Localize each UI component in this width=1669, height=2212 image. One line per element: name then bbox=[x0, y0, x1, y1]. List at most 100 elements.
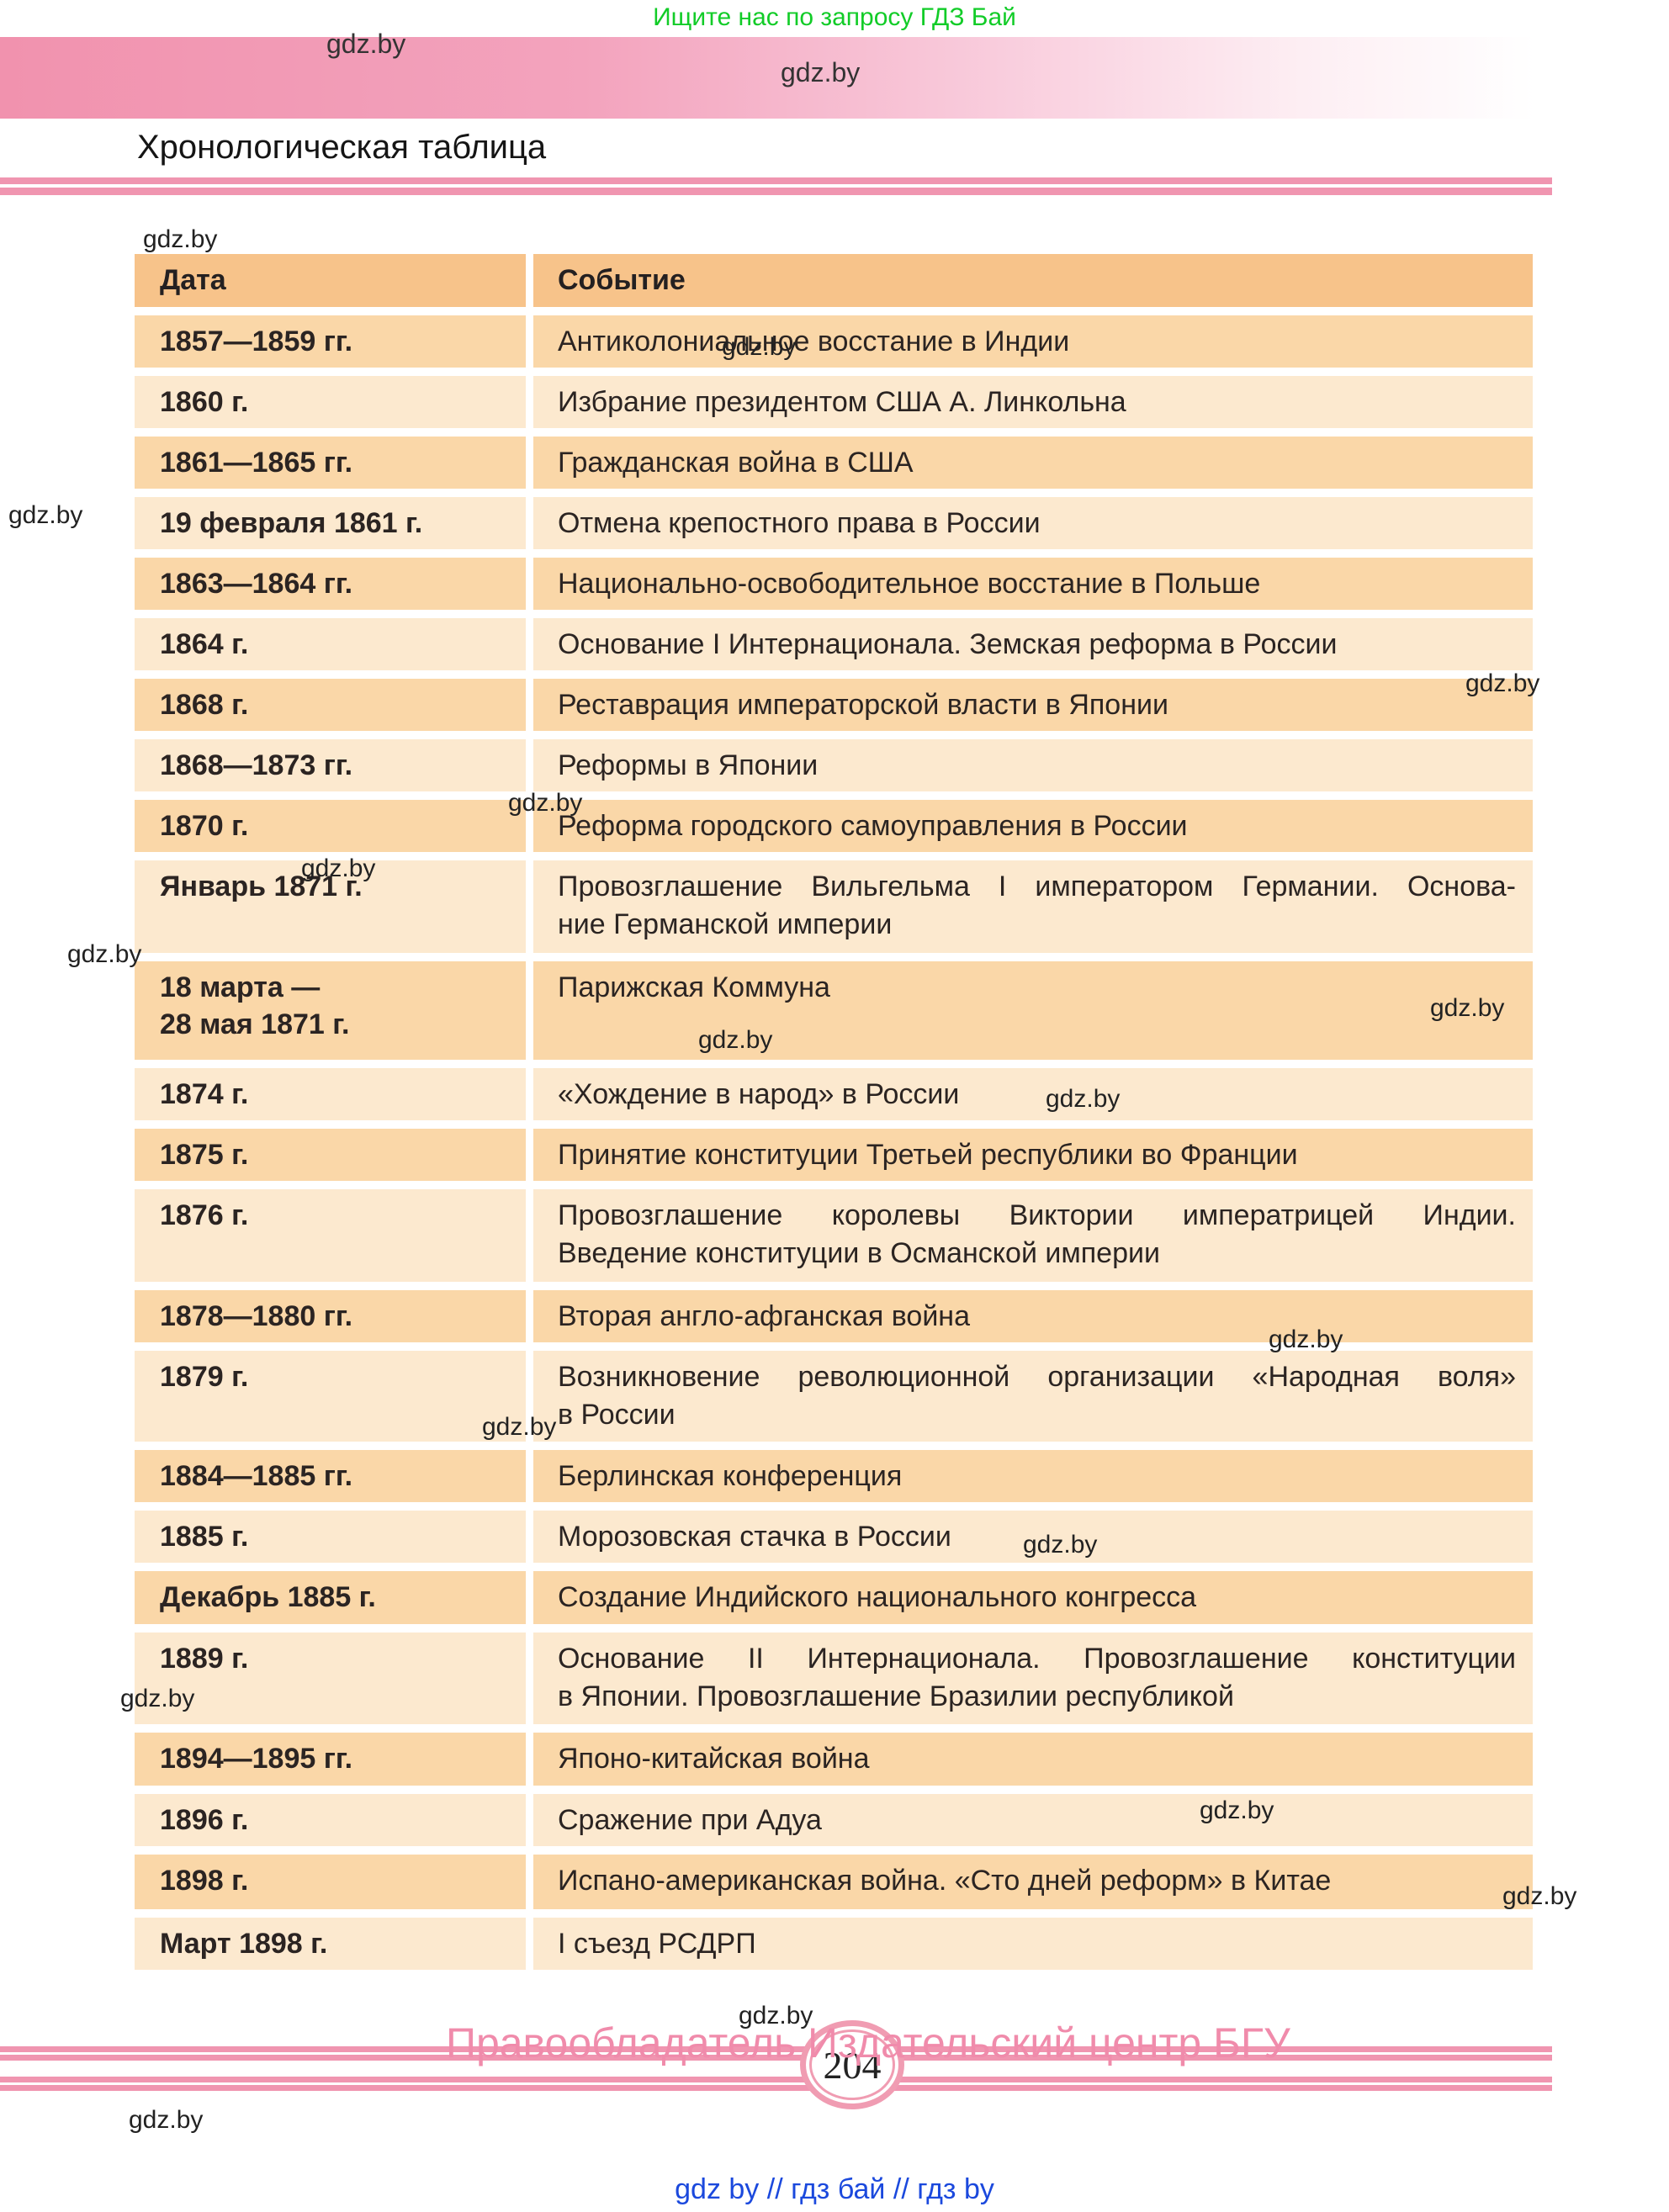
date-cell: 1875 г. bbox=[135, 1129, 526, 1181]
event-line: Сражение при Адуа bbox=[558, 1804, 822, 1836]
gdzby-watermark: gdz.by bbox=[1046, 1085, 1121, 1113]
event-line: Реставрация императорской власти в Япони… bbox=[558, 689, 1168, 721]
date-line: 1884—1885 гг. bbox=[160, 1460, 353, 1492]
event-cell: Провозглашение королевы Виктории императ… bbox=[533, 1189, 1533, 1282]
table-row: 1885 г. Морозовская стачка в России bbox=[135, 1511, 1533, 1563]
table-row: 1876 г. Провозглашение королевы Виктории … bbox=[135, 1189, 1533, 1282]
chronology-table: Дата Событие 1857—1859 гг. Антиколониальн… bbox=[135, 254, 1533, 1978]
event-line: Создание Индийского национального конгре… bbox=[558, 1581, 1197, 1613]
gdzby-watermark: gdz.by bbox=[722, 333, 797, 361]
gdzby-watermark: gdz.by bbox=[781, 57, 861, 87]
table-row: 1896 г. Сражение при Адуа bbox=[135, 1794, 1533, 1846]
event-cell: Национально-освободительное восстание в … bbox=[533, 558, 1533, 610]
gdzby-watermark: gdz.by bbox=[301, 855, 376, 882]
date-line: 1860 г. bbox=[160, 386, 249, 418]
column-header-event: Событие bbox=[533, 254, 1533, 307]
copyright-text: Правообладатель Издательский центр БГУ bbox=[446, 2019, 1290, 2066]
table-header-row: Дата Событие bbox=[135, 254, 1533, 307]
table-row: 18 марта — 28 мая 1871 г. Парижская Коммун… bbox=[135, 961, 1533, 1060]
event-line: Избрание президентом США А. Линкольна bbox=[558, 386, 1126, 418]
event-line: Испано-американская война. «Сто дней реф… bbox=[558, 1865, 1332, 1897]
page-number-ornament: 204 bbox=[800, 2020, 904, 2109]
event-line: в Японии. Провозглашение Бразилии респуб… bbox=[558, 1680, 1234, 1712]
date-cell: 1864 г. bbox=[135, 618, 526, 670]
event-line: Возникновение революционной организации … bbox=[558, 1361, 1516, 1393]
table-row: Декабрь 1885 г. Создание Индийского нацио… bbox=[135, 1571, 1533, 1624]
table-row: 1878—1880 гг. Вторая англо-афганская войн… bbox=[135, 1290, 1533, 1342]
date-line: 19 февраля 1861 г. bbox=[160, 507, 423, 539]
table-row: 19 февраля 1861 г. Отмена крепостного пра… bbox=[135, 497, 1533, 549]
footer-divider-line-4 bbox=[0, 2085, 1552, 2091]
date-line: 1879 г. bbox=[160, 1361, 249, 1393]
event-cell: Морозовская стачка в России bbox=[533, 1511, 1533, 1563]
table-row: 1870 г. Реформа городского самоуправления… bbox=[135, 800, 1533, 852]
footer-divider-line-2 bbox=[0, 2055, 1552, 2061]
table-row: 1857—1859 гг. Антиколониальное восстание … bbox=[135, 315, 1533, 368]
gdzby-watermark: gdz.by bbox=[1200, 1797, 1274, 1824]
event-line: ние Германской империи bbox=[558, 908, 893, 940]
event-cell: Провозглашение Вильгельма I императором … bbox=[533, 860, 1533, 953]
event-line: Провозглашение Вильгельма I императором … bbox=[558, 871, 1516, 902]
page-title: Хронологическая таблица bbox=[137, 129, 547, 166]
date-line: 1876 г. bbox=[160, 1199, 249, 1231]
event-cell: Принятие конституции Третьей республики … bbox=[533, 1129, 1533, 1181]
event-cell: Антиколониальное восстание в Индии bbox=[533, 315, 1533, 368]
gdzby-watermark: gdz.by bbox=[1465, 669, 1540, 697]
date-line: 1870 г. bbox=[160, 810, 249, 842]
title-divider-line-top bbox=[0, 177, 1552, 184]
date-cell: 1860 г. bbox=[135, 376, 526, 428]
footer-links[interactable]: gdz by // гдз бай // гдз by bbox=[675, 2173, 994, 2205]
event-cell: Испано-американская война. «Сто дней реф… bbox=[533, 1855, 1533, 1909]
gdzby-watermark: gdz.by bbox=[1502, 1882, 1577, 1910]
date-cell: 19 февраля 1861 г. bbox=[135, 497, 526, 549]
date-line: 18 марта — bbox=[160, 971, 321, 1003]
date-line: 1864 г. bbox=[160, 628, 249, 660]
gdzby-watermark: gdz.by bbox=[129, 2106, 204, 2134]
event-cell: Реформа городского самоуправления в Росс… bbox=[533, 800, 1533, 852]
event-line: Национально-освободительное восстание в … bbox=[558, 568, 1261, 600]
event-cell: Возникновение революционной организации … bbox=[533, 1351, 1533, 1442]
page-number: 204 bbox=[823, 2043, 882, 2087]
date-cell: 1874 г. bbox=[135, 1068, 526, 1120]
search-hint-text: Ищите нас по запросу ГДЗ Бай bbox=[653, 3, 1016, 31]
date-cell: 1861—1865 гг. bbox=[135, 437, 526, 489]
date-line: 1875 г. bbox=[160, 1139, 249, 1171]
event-cell: Сражение при Адуа bbox=[533, 1794, 1533, 1846]
date-cell: 1863—1864 гг. bbox=[135, 558, 526, 610]
date-line: 1896 г. bbox=[160, 1804, 249, 1836]
date-cell: 1857—1859 гг. bbox=[135, 315, 526, 368]
gdzby-watermark: gdz.by bbox=[143, 225, 218, 253]
table-row: 1861—1865 гг. Гражданская война в США bbox=[135, 437, 1533, 489]
event-line: Японо-китайская война bbox=[558, 1743, 870, 1775]
event-cell: Парижская Коммуна bbox=[533, 961, 1533, 1060]
event-cell: I съезд РСДРП bbox=[533, 1918, 1533, 1970]
gdzby-watermark: gdz.by bbox=[120, 1685, 195, 1712]
date-cell: 1898 г. bbox=[135, 1855, 526, 1909]
date-line: 1874 г. bbox=[160, 1078, 249, 1110]
event-line: Введение конституции в Османской империи bbox=[558, 1237, 1160, 1269]
date-line: 1868—1873 гг. bbox=[160, 749, 353, 781]
table-row: Январь 1871 г. Провозглашение Вильгельма … bbox=[135, 860, 1533, 953]
date-line: 1889 г. bbox=[160, 1643, 249, 1675]
footer-divider-line-3 bbox=[0, 2077, 1552, 2082]
event-cell: Гражданская война в США bbox=[533, 437, 1533, 489]
date-cell: 1868—1873 гг. bbox=[135, 739, 526, 791]
event-cell: Японо-китайская война bbox=[533, 1733, 1533, 1786]
event-line: «Хождение в народ» в России bbox=[558, 1078, 960, 1110]
event-line: в России bbox=[558, 1399, 676, 1431]
table-row: Март 1898 г. I съезд РСДРП bbox=[135, 1918, 1533, 1970]
date-cell: 1885 г. bbox=[135, 1511, 526, 1563]
event-cell: «Хождение в народ» в России bbox=[533, 1068, 1533, 1120]
table-row: 1884—1885 гг. Берлинская конференция bbox=[135, 1450, 1533, 1502]
event-line: Основание II Интернационала. Провозглаше… bbox=[558, 1643, 1516, 1675]
event-cell: Отмена крепостного права в России bbox=[533, 497, 1533, 549]
date-line: 1885 г. bbox=[160, 1521, 249, 1553]
title-divider-line-bottom bbox=[0, 188, 1552, 195]
event-line: Реформа городского самоуправления в Росс… bbox=[558, 810, 1188, 842]
event-line: Отмена крепостного права в России bbox=[558, 507, 1041, 539]
table-row: 1894—1895 гг. Японо-китайская война bbox=[135, 1733, 1533, 1786]
table-row: 1879 г. Возникновение революционной орган… bbox=[135, 1351, 1533, 1442]
table-body: 1857—1859 гг. Антиколониальное восстание … bbox=[135, 315, 1533, 1970]
event-line: Морозовская стачка в России bbox=[558, 1521, 951, 1553]
date-cell: 1894—1895 гг. bbox=[135, 1733, 526, 1786]
